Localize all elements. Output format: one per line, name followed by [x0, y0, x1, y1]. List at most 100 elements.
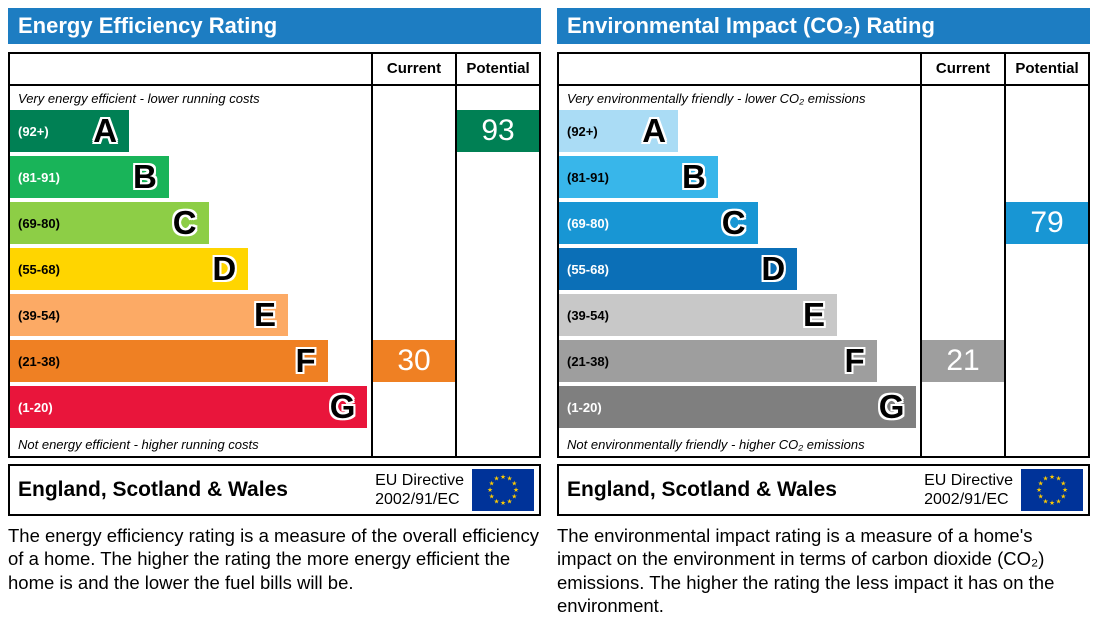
band-bar-a: (92+) A — [10, 110, 130, 152]
energy-footer: England, Scotland & Wales EU Directive 2… — [8, 464, 541, 516]
band-bar-g: (1-20) G — [10, 386, 368, 428]
energy-panel-title: Energy Efficiency Rating — [18, 13, 278, 38]
band-row-f: (21-38) F — [10, 340, 371, 386]
band-bar-b: (81-91) B — [559, 156, 718, 198]
band-range-label: (92+) — [567, 123, 598, 139]
eu-directive-line2: 2002/91/EC — [924, 491, 1009, 508]
band-bar-c: (69-80) C — [559, 202, 758, 244]
band-bar-c: (69-80) C — [10, 202, 209, 244]
svg-text:★: ★ — [513, 486, 519, 494]
energy-rating-chart: Current 30 Potential 93 Very energy effi… — [8, 52, 541, 458]
band-bar-g: (1-20) G — [559, 386, 917, 428]
svg-text:★: ★ — [1056, 475, 1062, 483]
svg-text:★: ★ — [1060, 493, 1066, 501]
band-range-label: (55-68) — [18, 261, 60, 277]
svg-text:★: ★ — [1043, 497, 1049, 505]
band-row-a: (92+) A — [559, 110, 920, 156]
band-bar-b: (81-91) B — [10, 156, 169, 198]
column-header-divider — [559, 84, 1088, 86]
band-bar-a: (92+) A — [559, 110, 679, 152]
band-range-label: (39-54) — [18, 307, 60, 323]
band-range-label: (81-91) — [567, 169, 609, 185]
band-range-label: (1-20) — [567, 399, 602, 415]
band-letter: D — [212, 250, 237, 287]
band-range-label: (1-20) — [18, 399, 53, 415]
energy-caption-top: Very energy efficient - lower running co… — [18, 90, 260, 106]
band-row-f: (21-38) F — [559, 340, 920, 386]
panel-environmental-impact: Environmental Impact (CO₂) Rating Curren… — [557, 8, 1090, 617]
band-letter: E — [802, 296, 825, 333]
band-letter: F — [844, 342, 865, 379]
energy-current-value: 30 — [373, 340, 455, 382]
band-range-label: (69-80) — [567, 215, 609, 231]
band-letter: C — [721, 204, 746, 241]
eu-flag-icon: ★ ★★ ★★★ ★★★ ★★★ — [472, 469, 534, 511]
band-row-e: (39-54) E — [10, 294, 371, 340]
svg-text:★: ★ — [1038, 493, 1044, 501]
energy-caption-bottom: Not energy efficient - higher running co… — [18, 436, 259, 452]
band-letter: B — [132, 158, 157, 195]
environmental-rating-chart: Current 21 Potential 79 Very environment… — [557, 52, 1090, 458]
band-range-label: (39-54) — [567, 307, 609, 323]
environmental-panel-header: Environmental Impact (CO₂) Rating — [557, 8, 1090, 44]
environmental-current-column: Current 21 — [920, 54, 1004, 456]
band-row-g: (1-20) G — [559, 386, 920, 432]
svg-text:★: ★ — [1049, 499, 1055, 507]
band-range-label: (21-38) — [18, 353, 60, 369]
band-row-c: (69-80) C — [10, 202, 371, 248]
eu-directive-line1: EU Directive — [375, 471, 464, 489]
energy-potential-value: 93 — [457, 110, 539, 152]
svg-text:★: ★ — [494, 497, 500, 505]
potential-column-header: Potential — [1015, 60, 1079, 77]
band-row-a: (92+) A — [10, 110, 371, 156]
potential-column-header: Potential — [466, 60, 530, 77]
energy-panel-header: Energy Efficiency Rating — [8, 8, 541, 44]
svg-text:★: ★ — [487, 486, 493, 494]
svg-text:★: ★ — [1060, 480, 1066, 488]
svg-text:★: ★ — [494, 475, 500, 483]
band-row-c: (69-80) C — [559, 202, 920, 248]
svg-text:★: ★ — [1056, 497, 1062, 505]
svg-text:★: ★ — [1062, 486, 1068, 494]
band-row-g: (1-20) G — [10, 386, 371, 432]
band-bar-e: (39-54) E — [10, 294, 288, 336]
environmental-caption-top: Very environmentally friendly - lower CO… — [567, 90, 866, 106]
band-letter: D — [761, 250, 786, 287]
svg-text:★: ★ — [511, 493, 517, 501]
environmental-description: The environmental impact rating is a mea… — [557, 525, 1055, 616]
band-bar-d: (55-68) D — [559, 248, 798, 290]
band-bar-e: (39-54) E — [559, 294, 837, 336]
band-range-label: (21-38) — [567, 353, 609, 369]
band-row-d: (55-68) D — [559, 248, 920, 294]
band-row-b: (81-91) B — [559, 156, 920, 202]
band-range-label: (92+) — [18, 123, 49, 139]
region-label: England, Scotland & Wales — [18, 478, 288, 501]
band-range-label: (81-91) — [18, 169, 60, 185]
environmental-potential-column: Potential 79 — [1004, 54, 1088, 456]
band-bar-f: (21-38) F — [559, 340, 877, 382]
environmental-footer: England, Scotland & Wales EU Directive 2… — [557, 464, 1090, 516]
band-letter: C — [172, 204, 197, 241]
energy-current-column: Current 30 — [371, 54, 455, 456]
band-bar-f: (21-38) F — [10, 340, 328, 382]
eu-flag-icon: ★ ★★ ★★★ ★★★ ★★★ — [1021, 469, 1083, 511]
environmental-current-value: 21 — [922, 340, 1004, 382]
svg-text:★: ★ — [489, 493, 495, 501]
svg-text:★: ★ — [507, 475, 513, 483]
band-row-d: (55-68) D — [10, 248, 371, 294]
band-letter: A — [642, 112, 667, 149]
band-letter: B — [681, 158, 706, 195]
band-letter: G — [878, 388, 905, 425]
band-letter: F — [295, 342, 316, 379]
environmental-potential-value: 79 — [1006, 202, 1088, 244]
svg-text:★: ★ — [1043, 475, 1049, 483]
band-letter: E — [253, 296, 276, 333]
eu-directive-line1: EU Directive — [924, 471, 1013, 489]
band-row-e: (39-54) E — [559, 294, 920, 340]
band-letter: G — [329, 388, 356, 425]
svg-text:★: ★ — [500, 473, 506, 481]
energy-potential-column: Potential 93 — [455, 54, 539, 456]
svg-text:★: ★ — [507, 497, 513, 505]
energy-bands-area: Very energy efficient - lower running co… — [10, 86, 371, 456]
